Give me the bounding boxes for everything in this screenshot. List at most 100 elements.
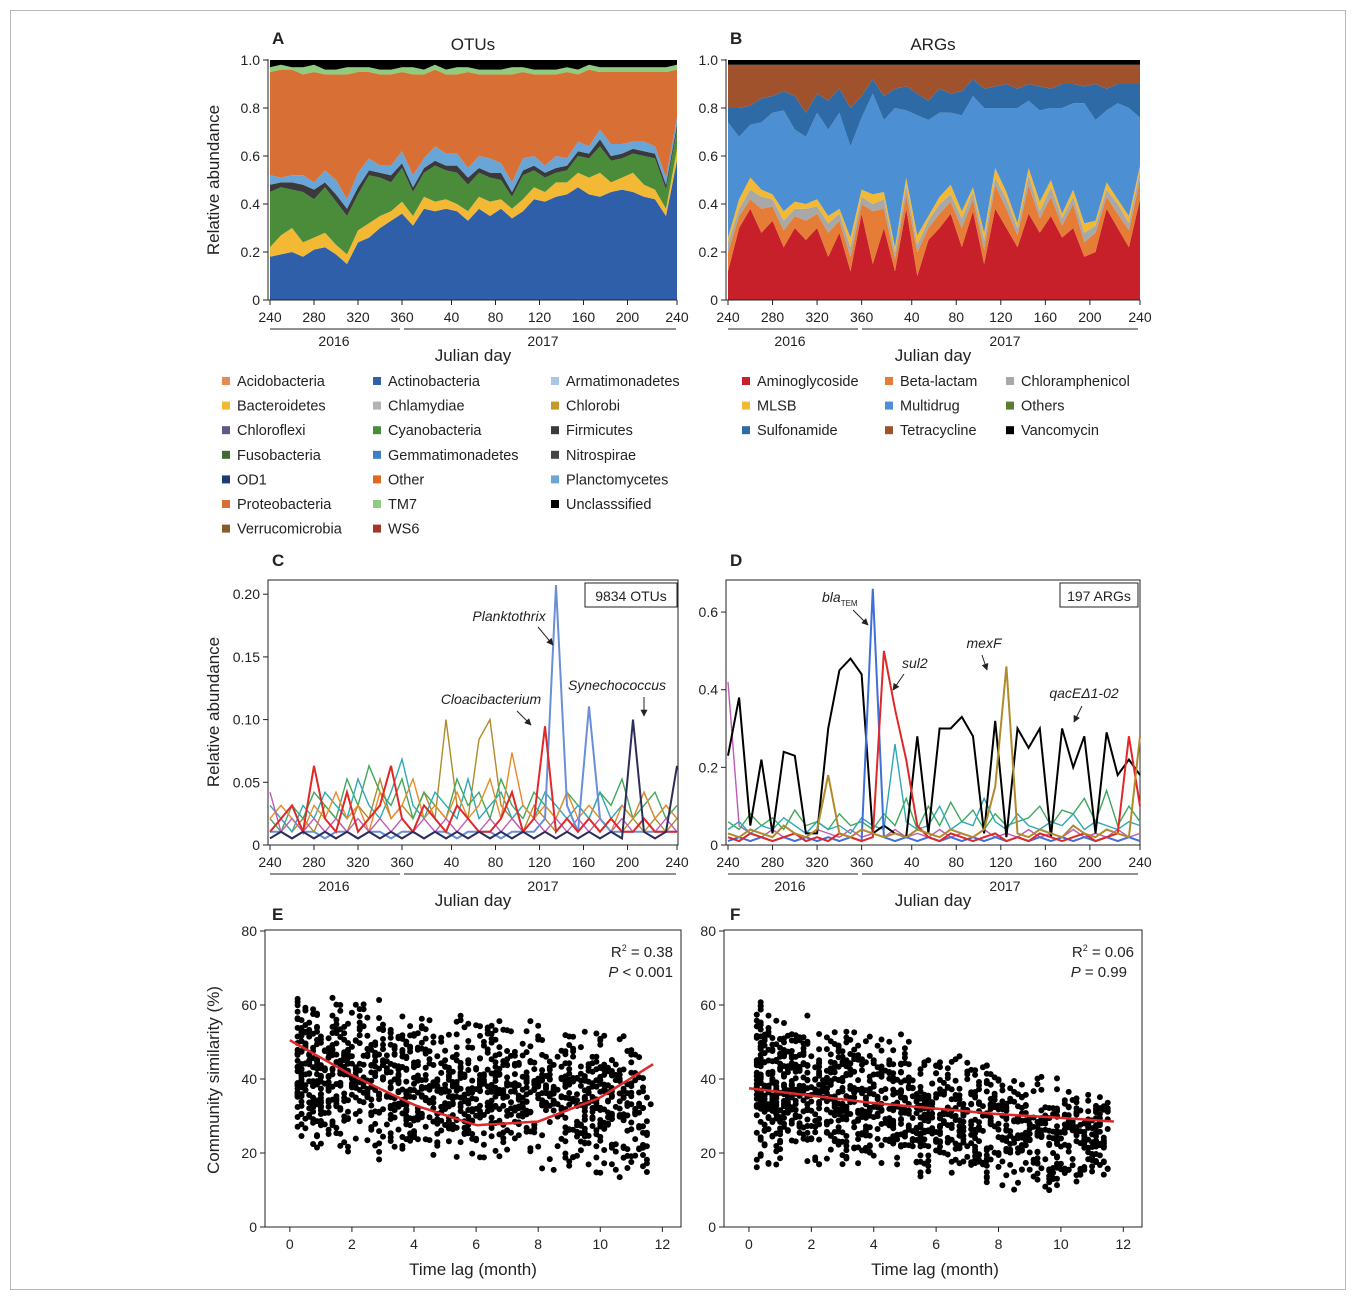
panel-e-point bbox=[527, 1108, 534, 1115]
panel-f-point bbox=[995, 1076, 1002, 1083]
panel-f-point bbox=[968, 1100, 975, 1107]
panel-e-point bbox=[325, 1126, 332, 1133]
legend-otu-swatch-gemmatimonadetes bbox=[373, 450, 381, 459]
panel-f-point bbox=[1073, 1178, 1080, 1185]
panel-e-point bbox=[317, 1033, 324, 1040]
arrow-mexf bbox=[981, 654, 989, 671]
panel-e-point bbox=[550, 1086, 557, 1093]
panel-e-point bbox=[480, 1073, 487, 1080]
panel-e-point bbox=[376, 1156, 383, 1163]
legend-arg-label-vancomycin: Vancomycin bbox=[1021, 423, 1099, 439]
panel-e-point bbox=[566, 1158, 573, 1165]
panel-f-point bbox=[1085, 1091, 1092, 1098]
legend-otu-swatch-armatimonadetes bbox=[551, 377, 559, 385]
panel-e-point bbox=[449, 1094, 456, 1101]
panel-f-point bbox=[773, 1110, 780, 1117]
panel-f-point bbox=[964, 1153, 971, 1160]
panel-e-point bbox=[484, 1024, 491, 1031]
panel-e-point bbox=[527, 1018, 534, 1025]
panel-f-point bbox=[835, 1117, 842, 1124]
panel-f-point bbox=[937, 1123, 943, 1130]
legend-arg-swatch-beta-lactam bbox=[885, 377, 893, 385]
panel-f-point bbox=[839, 1084, 846, 1091]
panel-e-point bbox=[364, 1094, 371, 1101]
panel-f-point bbox=[753, 1112, 760, 1119]
panel-f-x-ticks: 0 2 4 6 8 10 12 bbox=[745, 1227, 1131, 1252]
panel-e-point bbox=[407, 1122, 414, 1129]
panel-e-point bbox=[554, 1053, 561, 1060]
panel-e-point bbox=[605, 1114, 611, 1121]
panel-f-point bbox=[823, 1046, 830, 1053]
panel-f-point bbox=[925, 1157, 932, 1164]
arrow-sul2 bbox=[892, 673, 905, 691]
legend-otu-swatch-nitrospirae bbox=[551, 450, 559, 459]
panel-e-point bbox=[457, 1065, 464, 1072]
panel-e-point bbox=[337, 1026, 344, 1033]
panel-a-axes bbox=[267, 59, 677, 301]
panel-e-point bbox=[620, 1145, 627, 1151]
panel-f-point bbox=[851, 1119, 858, 1126]
panel-e-point bbox=[387, 1034, 394, 1041]
panel-f-point bbox=[1026, 1125, 1033, 1132]
panel-e-point bbox=[364, 1032, 371, 1039]
panel-f-point bbox=[753, 1059, 760, 1066]
panel-e-point bbox=[523, 1084, 530, 1091]
area-tm7 bbox=[270, 64, 677, 75]
panel-f-point bbox=[972, 1094, 979, 1101]
panel-e-point bbox=[461, 1071, 468, 1078]
legend-otu-label-bacteroidetes: Bacteroidetes bbox=[237, 399, 326, 415]
panel-b-x-tick-label: 320 bbox=[805, 309, 829, 325]
legend-otu-label-nitrospirae: Nitrospirae bbox=[566, 448, 636, 464]
panel-e-point bbox=[504, 1146, 511, 1153]
panel-f-point bbox=[1093, 1130, 1099, 1137]
panel-e-point bbox=[356, 1032, 363, 1039]
panel-f-point bbox=[870, 1083, 877, 1090]
panel-e-point bbox=[566, 1095, 573, 1102]
panel-e-point bbox=[570, 1053, 577, 1060]
panel-f-point bbox=[788, 1094, 795, 1101]
panel-f-point bbox=[1104, 1099, 1111, 1106]
panel-f-point bbox=[1061, 1129, 1068, 1136]
panel-f-point bbox=[905, 1122, 912, 1129]
panel-f-point bbox=[792, 1112, 799, 1119]
legend-otu-label-other: Other bbox=[388, 472, 424, 488]
panel-e-point bbox=[391, 1101, 398, 1108]
panel-e-point bbox=[558, 1063, 565, 1070]
panel-f-point bbox=[976, 1138, 982, 1145]
panel-f-point bbox=[925, 1168, 932, 1175]
panel-f-point bbox=[781, 1071, 787, 1078]
panel-e-point bbox=[484, 1099, 491, 1106]
legend-otu-label-od1: OD1 bbox=[237, 472, 267, 488]
panel-e-point bbox=[616, 1090, 623, 1097]
panel-e-point bbox=[508, 1052, 514, 1059]
panel-f-point bbox=[777, 1131, 784, 1138]
panel-e-point bbox=[438, 1086, 445, 1093]
panel-f-point bbox=[765, 1101, 772, 1108]
panel-e-point bbox=[302, 1028, 309, 1035]
panel-e-point bbox=[492, 1073, 499, 1080]
panel-f-y-ticks: 0 20 40 60 80 bbox=[700, 923, 724, 1235]
panel-f-point bbox=[816, 1088, 823, 1095]
panel-e-point bbox=[484, 1066, 491, 1073]
panel-e-point bbox=[496, 1018, 503, 1025]
panel-d-line-series-1 bbox=[727, 788, 1141, 832]
panel-f-point bbox=[765, 1160, 772, 1166]
panel-f-point bbox=[878, 1106, 885, 1113]
panel-f-point bbox=[917, 1083, 924, 1090]
panel-e-point bbox=[616, 1036, 623, 1043]
panel-e-point bbox=[306, 1099, 313, 1106]
panel-f-point bbox=[769, 1096, 776, 1103]
panel-f-point bbox=[843, 1112, 850, 1119]
panel-e-point bbox=[597, 1074, 604, 1080]
panel-b-x-tick-label: 120 bbox=[989, 309, 1013, 325]
panel-e-point bbox=[523, 1124, 530, 1131]
area-multidrug bbox=[728, 93, 1140, 248]
panel-f-point bbox=[1054, 1136, 1060, 1143]
panel-e-x-ticks: 0 2 4 6 8 10 12 bbox=[286, 1227, 670, 1252]
panel-e-point bbox=[620, 1115, 627, 1122]
panel-f-point bbox=[843, 1155, 850, 1162]
panel-e-point bbox=[519, 1073, 526, 1080]
panel-f-point bbox=[874, 1064, 881, 1071]
panel-f-point bbox=[831, 1104, 838, 1111]
panel-f-point bbox=[1085, 1108, 1092, 1115]
